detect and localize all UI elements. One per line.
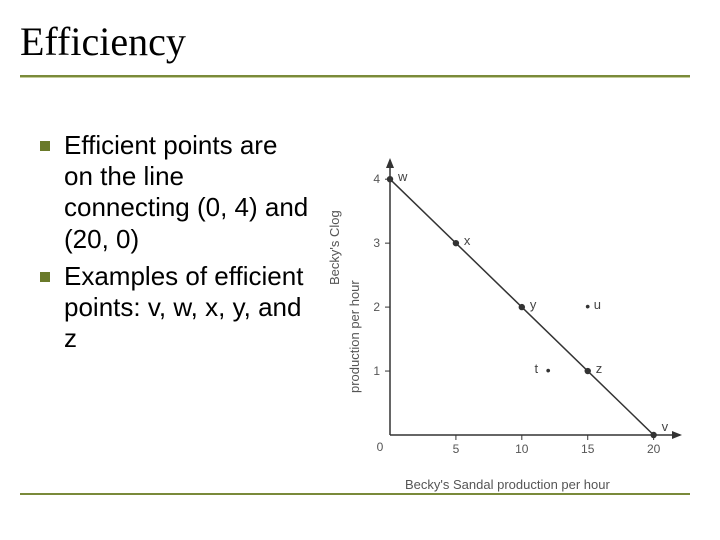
- svg-text:x: x: [464, 233, 471, 248]
- svg-text:3: 3: [373, 236, 380, 250]
- svg-text:4: 4: [373, 172, 380, 186]
- bullet-item: Examples of efficient points: v, w, x, y…: [40, 261, 310, 355]
- svg-text:•: •: [585, 298, 590, 314]
- bullet-text: Examples of efficient points: v, w, x, y…: [64, 261, 310, 355]
- ppf-chart: 051015201234wxyzv•t • u Becky's Clog pro…: [335, 155, 705, 515]
- slide-title: Efficiency: [20, 18, 186, 65]
- bullet-list: Efficient points are on the line connect…: [40, 130, 310, 360]
- footer-rule: [20, 493, 690, 495]
- bullet-square-icon: [40, 141, 50, 151]
- svg-text:10: 10: [515, 442, 529, 455]
- slide: Efficiency Efficient points are on the l…: [0, 0, 720, 540]
- svg-text:1: 1: [373, 364, 380, 378]
- bullet-item: Efficient points are on the line connect…: [40, 130, 310, 255]
- title-underline: [20, 75, 690, 78]
- svg-text:5: 5: [453, 442, 460, 455]
- svg-text:w: w: [397, 169, 408, 184]
- svg-text:15: 15: [581, 442, 595, 455]
- svg-text:•: •: [546, 362, 551, 378]
- x-axis-label: Becky's Sandal production per hour: [405, 477, 705, 492]
- chart-svg: 0 5 10 15 20 1 2 3 4 w x y z v • t • u: [335, 155, 705, 455]
- svg-text:y: y: [530, 297, 537, 312]
- bullet-text: Efficient points are on the line connect…: [64, 130, 310, 255]
- svg-text:v: v: [662, 419, 669, 434]
- svg-text:0: 0: [377, 440, 384, 454]
- y-axis-label-1: Becky's Clog: [327, 210, 342, 285]
- y-axis-label-2: production per hour: [347, 280, 362, 393]
- svg-text:z: z: [596, 361, 603, 376]
- svg-text:t: t: [535, 361, 539, 376]
- bullet-square-icon: [40, 272, 50, 282]
- svg-text:u: u: [594, 297, 601, 312]
- svg-text:20: 20: [647, 442, 661, 455]
- svg-text:2: 2: [373, 300, 380, 314]
